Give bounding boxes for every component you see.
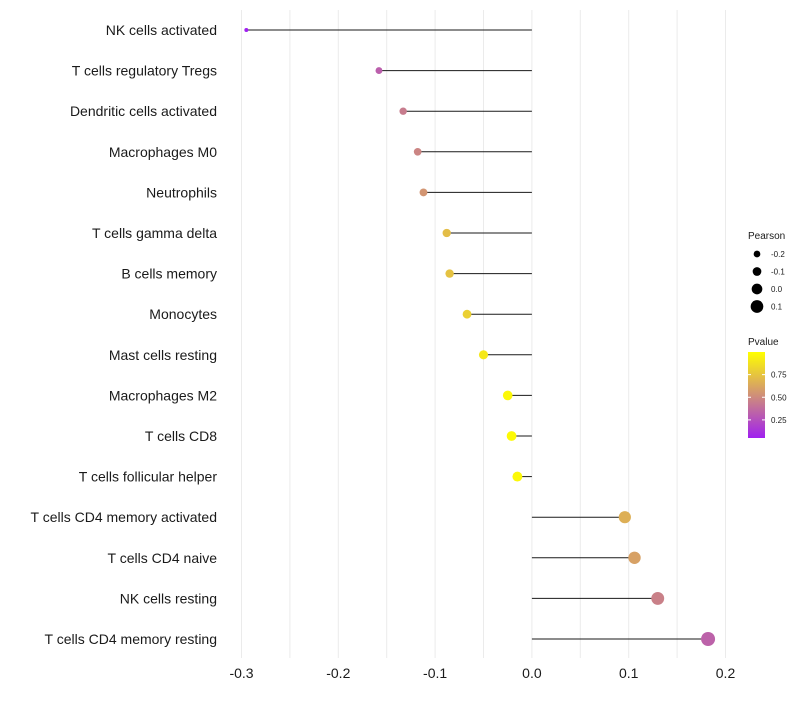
lollipop-point (442, 228, 451, 238)
category-label: Mast cells resting (109, 347, 217, 363)
category-label: T cells CD4 naive (108, 550, 218, 566)
category-label: T cells regulatory Tregs (72, 63, 217, 79)
lollipop-point (399, 107, 407, 115)
category-label: Monocytes (149, 306, 217, 322)
lollipop-point (445, 269, 454, 278)
category-label: T cells CD4 memory resting (45, 631, 217, 647)
x-tick-label: 0.2 (716, 665, 736, 681)
category-label: B cells memory (121, 266, 217, 282)
pvalue-legend-title: Pvalue (748, 337, 779, 348)
lollipop-point (478, 350, 489, 360)
x-tick-label: 0.0 (522, 665, 542, 681)
size-legend-label: 0.1 (771, 303, 783, 312)
x-tick-label: -0.1 (423, 665, 447, 681)
pearson-legend-title: Pearson (748, 231, 785, 242)
stem-layer (246, 29, 709, 640)
pvalue-colorbar (748, 352, 765, 438)
lollipop-point (618, 511, 631, 524)
size-legend-key (750, 300, 764, 313)
pearson-size-legend: Pearson -0.2 -0.1 0.0 0.1 (748, 231, 785, 313)
lollipop-point (506, 431, 517, 441)
lollipop-point (628, 551, 641, 565)
size-legend-key (753, 250, 761, 258)
category-label: NK cells resting (120, 590, 217, 606)
size-legend-label: -0.2 (771, 250, 785, 259)
lollipop-point (512, 471, 523, 482)
category-label: T cells CD4 memory activated (31, 509, 217, 525)
size-legend-key (752, 267, 762, 276)
category-label: T cells gamma delta (92, 225, 217, 241)
size-legend-label: 0.0 (771, 285, 783, 294)
lollipop-point (413, 147, 422, 156)
lollipop-point (701, 632, 716, 646)
size-legend-label: -0.1 (771, 268, 785, 277)
category-label: Macrophages M2 (109, 387, 217, 403)
pvalue-color-legend: Pvalue 0.25 0.50 0.75 (748, 337, 787, 438)
lollipop-point (462, 309, 472, 319)
x-tick-label: -0.2 (326, 665, 350, 681)
category-label: T cells follicular helper (79, 469, 218, 485)
lollipop-point (244, 28, 249, 32)
category-label: NK cells activated (106, 22, 217, 38)
category-labels: NK cells activated T cells regulatory Tre… (31, 22, 218, 647)
category-label: Dendritic cells activated (70, 103, 217, 119)
x-axis-ticks: -0.3 -0.2 -0.1 0.0 0.1 0.2 (229, 665, 735, 681)
point-layer (244, 28, 716, 646)
lollipop-point (502, 390, 513, 401)
category-label: T cells CD8 (145, 428, 217, 444)
grid-layer (241, 10, 726, 658)
x-tick-label: 0.1 (619, 665, 639, 681)
colorbar-tick-label: 0.50 (771, 393, 787, 402)
colorbar-tick-label: 0.75 (771, 371, 787, 380)
size-legend-key (751, 283, 763, 295)
lollipop-point (419, 188, 428, 197)
category-label: Neutrophils (146, 184, 217, 200)
lollipop-point (375, 67, 383, 75)
x-tick-label: -0.3 (229, 665, 253, 681)
category-label: Macrophages M0 (109, 144, 217, 160)
colorbar-tick-label: 0.25 (771, 416, 787, 425)
lollipop-point (651, 591, 665, 605)
